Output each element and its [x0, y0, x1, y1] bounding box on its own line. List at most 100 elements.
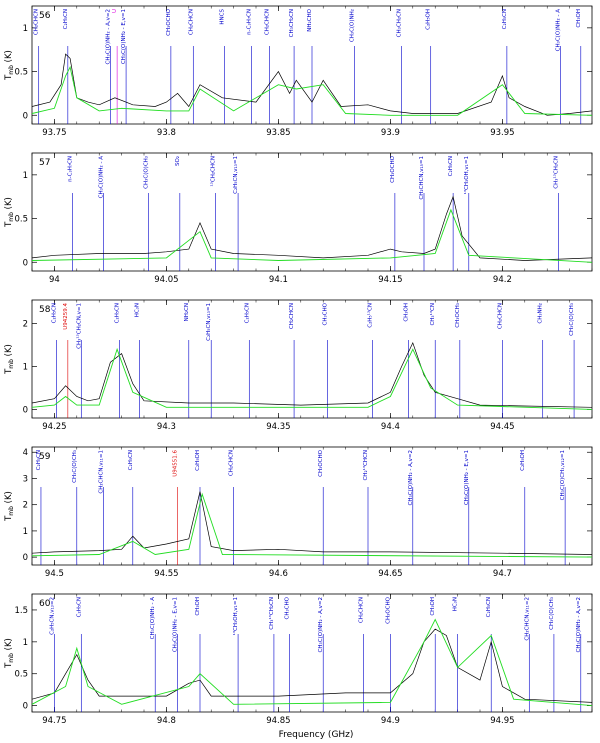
- line-label: CH₃C(O)NH₂ - A,v=2: [408, 450, 414, 505]
- x-tick-label: 93.9: [381, 128, 400, 138]
- y-tick-label: 3: [23, 474, 28, 484]
- line-label: C₂H₅CN: [36, 450, 42, 470]
- line-label: C₂H₅¹³CN: [366, 303, 373, 328]
- line-label: CH₃CH₂CN: [397, 9, 403, 37]
- y-tick-label: 0: [23, 258, 28, 268]
- line-label: C₂H₅CN,v₁₃=1: [206, 303, 212, 341]
- model-spectrum: [32, 347, 592, 410]
- x-tick-label: 94.1: [269, 275, 288, 285]
- x-tick-label: 93.8: [157, 128, 176, 138]
- line-label: CH₂CHCN,v₁₁=1: [99, 450, 105, 494]
- line-label: CH₂CHCN: [229, 450, 235, 476]
- line-label: CH₃CHO: [323, 302, 329, 325]
- line-label: CH₃OH: [195, 597, 201, 616]
- panel-number: 56: [39, 11, 51, 21]
- line-label: HC₃N: [453, 597, 459, 611]
- line-label: CH₃C(O)NH₂ - A: [99, 156, 105, 199]
- panel-59: 59 94.5 94.55 94.6 94.65 94.7 0 1 2 3 4 Tmb (K) C₂H₅…: [4, 446, 593, 579]
- x-tick-label: 94.2: [493, 275, 512, 285]
- observed-spectrum: [32, 195, 592, 261]
- line-label: HNCS: [220, 9, 226, 25]
- line-label: CH₂CHCN,v₁₁=2: [524, 597, 530, 641]
- line-label: CH₂CHCN: [289, 303, 295, 329]
- line-label: ¹³CH₃OH,v₁=1: [232, 597, 239, 635]
- line-label: SO₂: [175, 156, 181, 166]
- line-label: n-C₃H₇CN: [67, 156, 73, 182]
- panel-57: 57 94 94.05 94.1 94.15 94.2 0 0.5 1 Tmb (K) n-C₃H₇…: [4, 152, 593, 285]
- line-label: CH₃C(O)NH₂ - E,v=1: [121, 9, 127, 64]
- model-spectrum: [32, 208, 592, 263]
- line-label: CH₃C(O)NH₂ - A,v=2: [576, 597, 582, 652]
- x-tick-label: 93.85: [266, 128, 290, 138]
- y-axis-label: Tmb (K): [4, 197, 15, 228]
- x-tick-label: 94.4: [381, 422, 400, 432]
- x-tick-label: 94.9: [381, 716, 400, 726]
- line-identifications: n-C₃H₇CN CH₃C(O)NH₂ - A CH₃C(O)CH₃ SO₂ ¹³CH₂…: [67, 155, 559, 271]
- x-tick-label: 94.25: [42, 422, 66, 432]
- line-identifications: C₂H₅CN U94259.4 CH₃¹³CH₂CN,v=1 C₂H₅CN HC₃N NH…: [52, 302, 575, 418]
- y-tick-label: 0.5: [14, 68, 28, 78]
- plot-frame: [31, 593, 593, 713]
- y-tick-label: 1.5: [14, 606, 28, 616]
- line-label: C₂H₅CN,v₁₃=2: [49, 597, 55, 635]
- y-tick-label: 1: [23, 171, 28, 181]
- y-tick-label: 2: [23, 320, 28, 330]
- line-label: CH₃OH: [430, 597, 436, 616]
- y-tick-label: 1: [23, 527, 28, 537]
- line-label: ¹³CH₃OH,v₁=1: [463, 156, 470, 194]
- line-label: CH₃C(O)NH₂ - E,v=1: [464, 450, 470, 505]
- line-label: CH₃C(O)NH₂ - A: [556, 9, 562, 52]
- panels-group: 56 93.75 93.8 93.85 93.9 93.95 0 0.5 1 Tmb (K) CH₂…: [4, 5, 593, 726]
- panel-number: 60: [39, 599, 51, 609]
- observed-spectrum: [32, 628, 592, 703]
- observed-spectrum: [32, 491, 592, 555]
- line-label: CH₂¹³CHCN: [362, 450, 369, 481]
- panel-58: 58 94.25 94.3 94.35 94.4 94.45 0 1 2 Tmb (K) C₂H₅C…: [4, 299, 593, 432]
- y-axis-label: Tmb (K): [4, 50, 15, 81]
- line-label: CH₃¹³CH₂CN: [268, 597, 275, 630]
- line-label: CH₂CHCN: [264, 9, 270, 35]
- line-label: U94551.6: [173, 450, 179, 477]
- x-tick-label: 94.65: [378, 569, 402, 579]
- line-label: CH₃CHO: [285, 596, 291, 619]
- line-label: CH₃C(O)NH₂ - A,v=2: [105, 9, 111, 64]
- plot-frame: [31, 152, 593, 272]
- line-label: CH₂CHCN,v₁₅=1: [419, 156, 425, 200]
- x-tick-label: 94: [49, 275, 60, 285]
- line-label: U: [112, 9, 118, 13]
- line-label: C₂H₅CN: [52, 303, 58, 323]
- line-label: CH₃OCHO: [390, 155, 396, 182]
- y-tick-label: 0.5: [14, 215, 28, 225]
- line-label: CH₃¹³CH₂CN,v=1: [75, 303, 82, 349]
- x-tick-label: 94.35: [266, 422, 290, 432]
- line-identifications: CH₂CHCN C₂H₅CN CH₃C(O)NH₂ - A,v=2 U CH₃C(O)N…: [34, 8, 582, 124]
- line-label: n-C₃H₇CN: [247, 9, 253, 35]
- line-label: C₂H₅OH: [195, 450, 201, 471]
- line-label: CH₂CHCN: [34, 9, 40, 35]
- line-label: CH₃NH₂: [538, 303, 544, 324]
- line-identifications: C₂H₅CN CH₃C(O)CH₃ CH₂CHCN,v₁₁=1 C₂H₅CN U9455…: [36, 449, 566, 565]
- line-label: CH₃C(O)NH₂ - A,v=2: [318, 597, 324, 652]
- model-spectrum: [32, 65, 592, 116]
- line-label: C₂H₅CN: [448, 156, 454, 176]
- y-tick-label: 0: [23, 702, 28, 712]
- x-tick-label: 94.3: [157, 422, 176, 432]
- line-label: CH₃¹³CH₂CN: [552, 156, 559, 189]
- x-tick-label: 94.05: [154, 275, 178, 285]
- y-tick-label: 2: [23, 501, 28, 511]
- line-label: CH₃OH: [403, 303, 409, 322]
- line-label: NH₂CHO: [307, 8, 313, 31]
- y-tick-label: 0.5: [14, 670, 28, 680]
- line-label: U94259.4: [63, 303, 69, 330]
- line-label: C₂H₅CN,v₁₃=1: [233, 156, 239, 194]
- x-tick-label: 94.7: [493, 569, 512, 579]
- x-tick-label: 94.6: [269, 569, 288, 579]
- line-label: ¹³CH₂CHCN: [210, 156, 217, 187]
- line-label: CH₃C(O)CH₃,v₁₂=1: [560, 450, 566, 500]
- model-spectrum: [32, 618, 592, 707]
- line-label: C₂H₅CN: [114, 303, 120, 323]
- x-tick-label: 94.5: [45, 569, 64, 579]
- y-tick-label: 1: [23, 24, 28, 34]
- y-tick-label: 0: [23, 553, 28, 563]
